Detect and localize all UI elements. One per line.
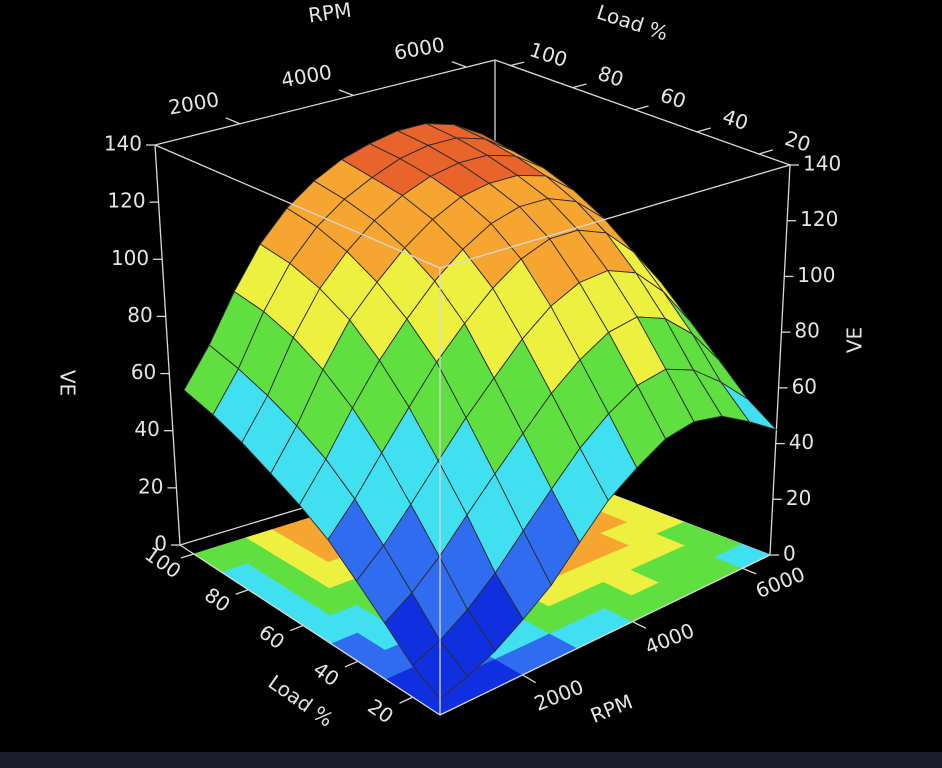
x-tick	[451, 61, 467, 68]
z-tick-label: 120	[107, 189, 145, 213]
y-tick	[344, 660, 359, 668]
z-axis-title-right: VE	[843, 327, 867, 353]
y-tick	[572, 83, 587, 89]
y-tick	[634, 105, 649, 111]
z-tick-label: 80	[794, 319, 819, 343]
z-tick-label: 80	[127, 303, 152, 327]
x-tick	[632, 621, 647, 629]
z-tick-label: 140	[803, 152, 841, 176]
z-tick-label: 20	[786, 486, 811, 510]
z-tick-label: 100	[797, 263, 835, 287]
box-edge	[154, 59, 496, 146]
z-tick-label: 140	[104, 132, 142, 156]
box-edge	[439, 554, 771, 716]
y-tick	[696, 127, 711, 133]
z-tick-label: 20	[138, 474, 163, 498]
y-tick	[180, 553, 194, 559]
surface-layer	[183, 123, 777, 700]
box-edge	[179, 544, 441, 716]
z-tick-label: 0	[154, 532, 167, 556]
y-tick	[758, 149, 774, 155]
z-axis-title: VE	[56, 370, 80, 396]
z-tick-label: 100	[111, 246, 149, 270]
box-edge	[769, 164, 791, 556]
x-tick	[522, 674, 537, 684]
y-tick	[510, 61, 525, 67]
z-tick-label: 60	[792, 374, 817, 398]
back-layer: 0 020 204040606080801001001201201401402000…	[104, 32, 841, 565]
x-tick	[338, 89, 354, 97]
y-tick	[235, 589, 249, 595]
z-tick-label: 40	[789, 430, 814, 454]
box-edge	[154, 144, 441, 269]
box-edge	[494, 59, 791, 166]
box-edge	[154, 144, 181, 546]
x-tick	[225, 117, 241, 125]
z-tick-label: 120	[800, 207, 838, 231]
box-edge	[439, 164, 791, 269]
z-tick-label: 40	[134, 417, 159, 441]
bottom-bar	[0, 752, 942, 768]
y-tick	[290, 624, 304, 632]
x-tick	[742, 567, 757, 575]
y-tick	[399, 696, 413, 704]
z-tick-label: 0	[783, 542, 796, 566]
z-tick-label: 60	[131, 360, 156, 384]
